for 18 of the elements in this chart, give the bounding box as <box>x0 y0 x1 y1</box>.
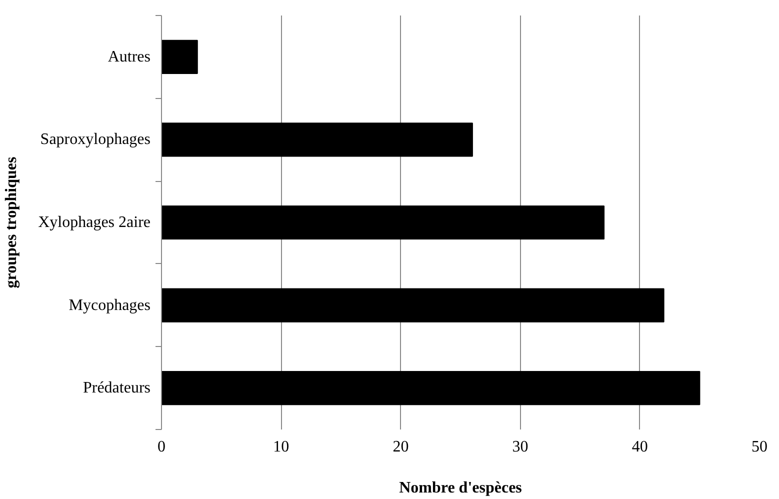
bar <box>162 205 605 240</box>
bar <box>162 40 198 74</box>
bar <box>162 288 664 322</box>
y-tick-label: Xylophages 2aire <box>38 214 150 231</box>
y-axis-title: groupes trophiques <box>3 156 20 288</box>
y-tick-label: Prédateurs <box>82 380 150 397</box>
x-axis-title: Nombre d'espèces <box>399 480 522 496</box>
x-tick-label: 0 <box>158 438 166 456</box>
y-tick-label: Autres <box>108 48 150 66</box>
x-tick-label: 30 <box>512 438 528 456</box>
bar <box>162 371 700 406</box>
x-tick-label: 40 <box>632 438 648 456</box>
x-tick-label: 20 <box>392 438 409 456</box>
y-tick-label: Mycophages <box>68 296 151 314</box>
x-tick-label: 10 <box>273 438 290 456</box>
y-tick-label: Saproxylophages <box>40 131 150 148</box>
bar <box>162 122 473 157</box>
x-tick-label: 50 <box>752 438 768 456</box>
